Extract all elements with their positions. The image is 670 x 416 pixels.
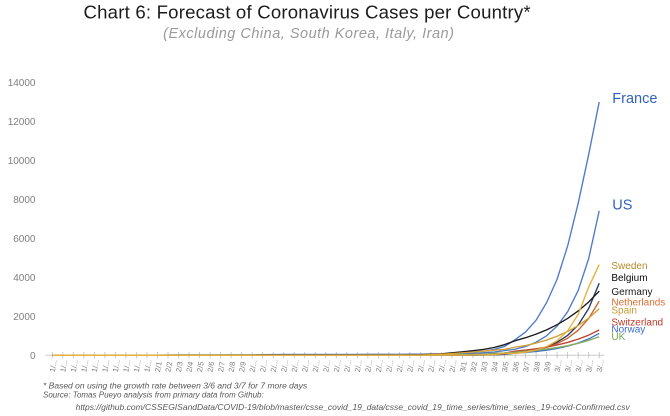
svg-text:US: US [612, 198, 632, 214]
svg-text:1/...: 1/... [58, 359, 69, 373]
svg-text:0: 0 [30, 351, 36, 362]
svg-text:3/3: 3/3 [479, 361, 490, 373]
svg-text:Spain: Spain [611, 305, 637, 316]
svg-text:2/...: 2/... [405, 359, 416, 373]
svg-text:1/...: 1/... [132, 359, 143, 373]
svg-text:10000: 10000 [8, 156, 36, 167]
svg-text:1/...: 1/... [100, 359, 111, 373]
svg-text:2/7: 2/7 [216, 361, 227, 373]
svg-text:1/...: 1/... [79, 359, 90, 373]
svg-text:2/...: 2/... [332, 359, 343, 373]
svg-text:UK: UK [611, 332, 625, 343]
svg-text:2/...: 2/... [353, 359, 364, 373]
svg-text:Belgium: Belgium [611, 273, 647, 284]
svg-text:1/...: 1/... [111, 359, 122, 373]
svg-text:2/...: 2/... [248, 359, 259, 373]
svg-text:2/...: 2/... [384, 359, 395, 373]
svg-text:Netherlands: Netherlands [611, 297, 665, 308]
svg-text:6000: 6000 [13, 234, 36, 245]
svg-text:3/6: 3/6 [511, 361, 522, 373]
svg-text:Switzerland: Switzerland [611, 318, 663, 329]
svg-text:4000: 4000 [13, 273, 36, 284]
svg-text:2/4: 2/4 [185, 361, 196, 373]
svg-text:2/...: 2/... [258, 359, 269, 373]
svg-text:Germany: Germany [611, 287, 652, 298]
svg-text:3/...: 3/... [574, 359, 585, 373]
svg-text:2/2: 2/2 [164, 361, 175, 373]
svg-text:3/...: 3/... [563, 359, 574, 373]
svg-text:2/...: 2/... [321, 359, 332, 373]
svg-text:2/...: 2/... [416, 359, 427, 373]
svg-text:2/...: 2/... [437, 359, 448, 373]
svg-text:14000: 14000 [8, 78, 36, 89]
svg-text:3/9: 3/9 [542, 361, 553, 373]
svg-text:3/8: 3/8 [532, 361, 543, 373]
svg-text:2/...: 2/... [363, 359, 374, 373]
svg-text:2/...: 2/... [311, 359, 322, 373]
svg-text:2/...: 2/... [269, 359, 280, 373]
svg-text:3/7: 3/7 [521, 361, 532, 373]
svg-text:1/...: 1/... [143, 359, 154, 373]
svg-text:Sweden: Sweden [611, 261, 647, 272]
svg-text:2/...: 2/... [342, 359, 353, 373]
svg-text:3/...: 3/... [553, 359, 564, 373]
svg-text:1/...: 1/... [121, 359, 132, 373]
svg-text:2/...: 2/... [448, 359, 459, 373]
svg-text:2/6: 2/6 [206, 361, 217, 373]
svg-text:3/5: 3/5 [500, 361, 511, 373]
svg-text:2/5: 2/5 [195, 361, 206, 373]
svg-text:Chart 6: Forecast of Coronavir: Chart 6: Forecast of Coronavirus Cases p… [84, 2, 531, 23]
svg-text:3/4: 3/4 [490, 361, 501, 373]
svg-text:2/...: 2/... [290, 359, 301, 373]
svg-text:2/...: 2/... [395, 359, 406, 373]
svg-text:8000: 8000 [13, 195, 36, 206]
svg-text:France: France [612, 91, 657, 107]
svg-text:2/...: 2/... [426, 359, 437, 373]
svg-text:2/8: 2/8 [227, 361, 238, 373]
svg-text:2/1: 2/1 [153, 361, 164, 373]
svg-text:3/1: 3/1 [458, 361, 469, 373]
svg-text:Source: Tomas Pueyo analysis f: Source: Tomas Pueyo analysis from primar… [43, 391, 264, 400]
svg-text:(Excluding China, South Korea,: (Excluding China, South Korea, Italy, Ir… [163, 26, 454, 42]
svg-text:2/...: 2/... [279, 359, 290, 373]
svg-text:2/...: 2/... [374, 359, 385, 373]
svg-text:2/3: 2/3 [174, 361, 185, 373]
svg-text:12000: 12000 [8, 117, 36, 128]
svg-text:Norway: Norway [611, 325, 645, 336]
svg-text:3/2: 3/2 [469, 361, 480, 373]
svg-text:1/...: 1/... [69, 359, 80, 373]
svg-text:1/...: 1/... [90, 359, 101, 373]
svg-text:2/...: 2/... [300, 359, 311, 373]
svg-text:1/...: 1/... [48, 359, 59, 373]
svg-text:3/...: 3/... [595, 359, 606, 373]
svg-text:2/9: 2/9 [237, 361, 248, 373]
svg-text:2000: 2000 [13, 312, 36, 323]
svg-text:* Based on using the growth ra: * Based on using the growth rate between… [43, 380, 308, 390]
svg-text:https://github.com/CSSEGISandD: https://github.com/CSSEGISandData/COVID-… [76, 402, 631, 412]
svg-text:3/...: 3/... [584, 359, 595, 373]
